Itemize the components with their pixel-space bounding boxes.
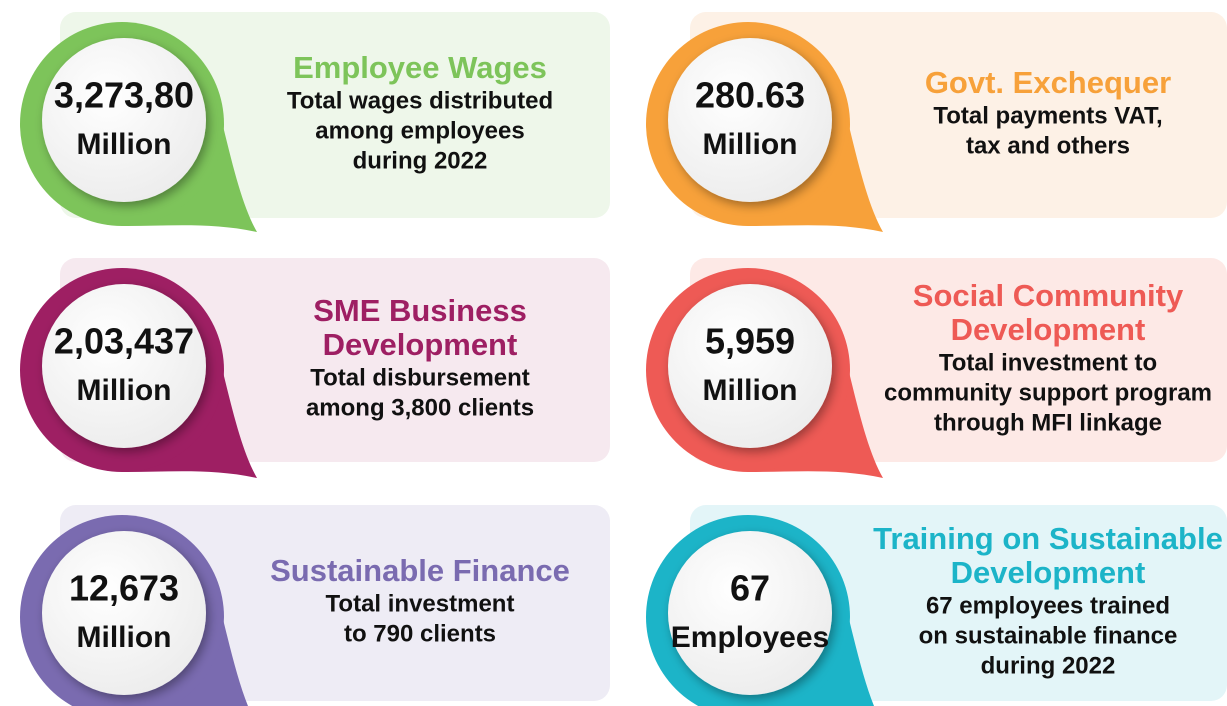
card-title: Sustainable Finance — [270, 553, 570, 588]
card-description: during 2022 — [353, 147, 488, 174]
badge-value: 2,03,437 — [54, 321, 194, 362]
card-description: tax and others — [966, 132, 1130, 159]
badge-value: 3,273,80 — [54, 75, 194, 116]
card-title: Development — [951, 312, 1146, 347]
badge-inner — [42, 531, 206, 695]
card-title: SME Business — [313, 293, 527, 328]
badge-inner — [668, 284, 832, 448]
badge-unit: Million — [77, 621, 172, 654]
badge-unit: Million — [77, 128, 172, 161]
card-description: Total investment to — [939, 349, 1157, 376]
badge-unit: Million — [703, 374, 798, 407]
badge-inner — [42, 284, 206, 448]
card-description: among employees — [315, 117, 524, 144]
badge-value: 280.63 — [695, 75, 805, 116]
badge-value: 5,959 — [705, 321, 795, 362]
card-description: 67 employees trained — [926, 592, 1170, 619]
badge-unit: Million — [77, 374, 172, 407]
card-description: to 790 clients — [344, 620, 496, 647]
card-title: Social Community — [913, 278, 1184, 313]
card-description: Total payments VAT, — [933, 102, 1162, 129]
card-description: during 2022 — [981, 652, 1116, 679]
card-title: Development — [323, 327, 518, 362]
badge-value: 12,673 — [69, 568, 179, 609]
badge-unit: Employees — [671, 621, 829, 654]
card-title: Govt. Exchequer — [925, 65, 1171, 100]
card-description: Total disbursement — [310, 364, 530, 391]
card-description: Total wages distributed — [287, 87, 553, 114]
badge-inner — [668, 531, 832, 695]
card-description: Total investment — [326, 590, 515, 617]
card-title: Development — [951, 555, 1146, 590]
card-description: on sustainable finance — [919, 622, 1178, 649]
card-title: Employee Wages — [293, 50, 547, 85]
card-description: through MFI linkage — [934, 409, 1162, 436]
badge-value: 67 — [730, 568, 770, 609]
badge-inner — [668, 38, 832, 202]
card-description: community support program — [884, 379, 1212, 406]
badge-inner — [42, 38, 206, 202]
card-title: Training on Sustainable — [873, 521, 1223, 556]
badge-unit: Million — [703, 128, 798, 161]
card-description: among 3,800 clients — [306, 394, 534, 421]
